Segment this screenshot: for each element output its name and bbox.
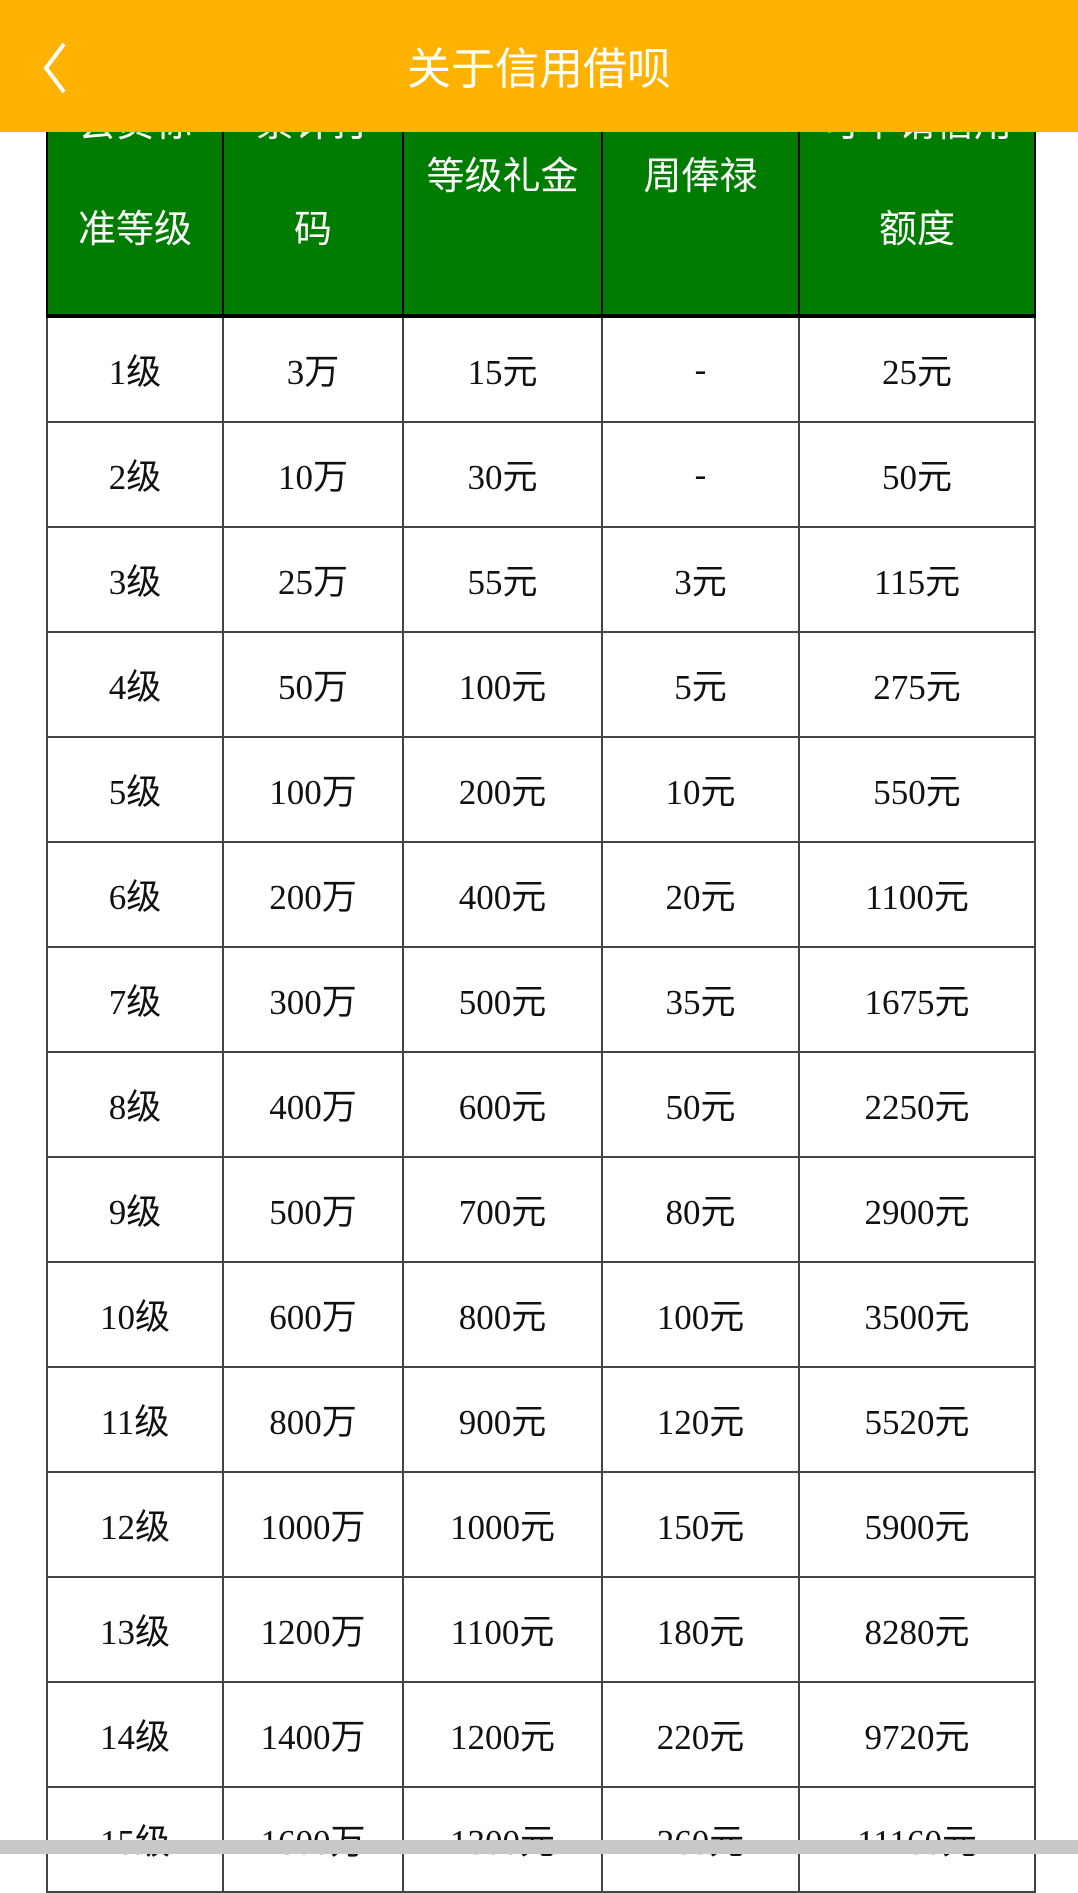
cell-level-bonus: 200元 bbox=[402, 736, 603, 843]
cell-level: 5级 bbox=[46, 736, 224, 843]
cell-credit-limit: 1675元 bbox=[798, 946, 1036, 1053]
table-row: 7级 300万 500元 35元 1675元 bbox=[46, 946, 1036, 1053]
cell-level: 7级 bbox=[46, 946, 224, 1053]
cell-turnover: 10万 bbox=[222, 421, 404, 528]
cell-turnover: 500万 bbox=[222, 1156, 404, 1263]
cell-weekly-salary: 3元 bbox=[601, 526, 800, 633]
cell-credit-limit: 3500元 bbox=[798, 1261, 1036, 1368]
cell-weekly-salary: 180元 bbox=[601, 1576, 800, 1683]
cell-level: 12级 bbox=[46, 1471, 224, 1578]
cell-turnover: 300万 bbox=[222, 946, 404, 1053]
cell-turnover: 50万 bbox=[222, 631, 404, 738]
cell-weekly-salary: 120元 bbox=[601, 1366, 800, 1473]
cell-weekly-salary: 35元 bbox=[601, 946, 800, 1053]
table-row: 2级 10万 30元 -50元 bbox=[46, 421, 1036, 528]
cell-level: 11级 bbox=[46, 1366, 224, 1473]
cell-turnover: 400万 bbox=[222, 1051, 404, 1158]
page-title: 关于信用借呗 bbox=[407, 44, 671, 95]
cell-level: 1级 bbox=[46, 315, 224, 423]
cell-weekly-salary: 5元 bbox=[601, 631, 800, 738]
app-bar: 关于信用借呗 bbox=[0, 0, 1078, 132]
cell-credit-limit: 2250元 bbox=[798, 1051, 1036, 1158]
cell-weekly-salary: 100元 bbox=[601, 1261, 800, 1368]
table-row: 5级 100万 200元 10元 550元 bbox=[46, 736, 1036, 843]
cell-turnover: 25万 bbox=[222, 526, 404, 633]
cell-level: 8级 bbox=[46, 1051, 224, 1158]
table-row: 3级 25万 55元 3元 115元 bbox=[46, 526, 1036, 633]
cell-level-bonus: 800元 bbox=[402, 1261, 603, 1368]
table-row: 12级 1000万 1000元 150元 5900元 bbox=[46, 1471, 1036, 1578]
cell-weekly-salary: 20元 bbox=[601, 841, 800, 948]
cell-weekly-salary: 10元 bbox=[601, 736, 800, 843]
table-row: 8级 400万 600元 50元 2250元 bbox=[46, 1051, 1036, 1158]
cell-level-bonus: 400元 bbox=[402, 841, 603, 948]
cell-weekly-salary: - bbox=[601, 421, 800, 528]
table-row: 10级 600万 800元 100元 3500元 bbox=[46, 1261, 1036, 1368]
cell-level-bonus: 55元 bbox=[402, 526, 603, 633]
table-row: 9级 500万 700元 80元 2900元 bbox=[46, 1156, 1036, 1263]
chevron-left-icon bbox=[43, 42, 66, 94]
cell-level: 10级 bbox=[46, 1261, 224, 1368]
cell-credit-limit: 115元 bbox=[798, 526, 1036, 633]
cell-credit-limit: 2900元 bbox=[798, 1156, 1036, 1263]
table-row: 13级 1200万 1100元 180元 8280元 bbox=[46, 1576, 1036, 1683]
cell-level-bonus: 700元 bbox=[402, 1156, 603, 1263]
cell-weekly-salary: 50元 bbox=[601, 1051, 800, 1158]
cell-level-bonus: 15元 bbox=[402, 315, 603, 423]
cell-turnover: 3万 bbox=[222, 315, 404, 423]
cell-level-bonus: 900元 bbox=[402, 1366, 603, 1473]
cell-credit-limit: 1100元 bbox=[798, 841, 1036, 948]
cell-level: 13级 bbox=[46, 1576, 224, 1683]
cell-level: 9级 bbox=[46, 1156, 224, 1263]
cell-credit-limit: 5520元 bbox=[798, 1366, 1036, 1473]
back-button[interactable] bbox=[38, 38, 78, 98]
cell-level: 4级 bbox=[46, 631, 224, 738]
cell-level-bonus: 30元 bbox=[402, 421, 603, 528]
cell-weekly-salary: 150元 bbox=[601, 1471, 800, 1578]
cell-credit-limit: 8280元 bbox=[798, 1576, 1036, 1683]
cell-level-bonus: 1100元 bbox=[402, 1576, 603, 1683]
cell-credit-limit: 9720元 bbox=[798, 1681, 1036, 1788]
table-row: 11级 800万 900元 120元 5520元 bbox=[46, 1366, 1036, 1473]
cell-level-bonus: 1200元 bbox=[402, 1681, 603, 1788]
cell-level-bonus: 500元 bbox=[402, 946, 603, 1053]
table-row: 1级 3万 15元 -25元 bbox=[46, 315, 1036, 423]
cell-turnover: 1200万 bbox=[222, 1576, 404, 1683]
level-table-container: 会员标准等级 累计打码 等级礼金 周俸禄 可申请信用额度 1级3万15元-25元… bbox=[46, 36, 1036, 1893]
cell-turnover: 600万 bbox=[222, 1261, 404, 1368]
scrollbar-track bbox=[0, 1840, 1078, 1854]
cell-weekly-salary: 220元 bbox=[601, 1681, 800, 1788]
cell-level: 14级 bbox=[46, 1681, 224, 1788]
cell-turnover: 1400万 bbox=[222, 1681, 404, 1788]
cell-credit-limit: 275元 bbox=[798, 631, 1036, 738]
level-table: 会员标准等级 累计打码 等级礼金 周俸禄 可申请信用额度 1级3万15元-25元… bbox=[46, 36, 1036, 1893]
table-row: 4级 50万 100元 5元 275元 bbox=[46, 631, 1036, 738]
cell-credit-limit: 25元 bbox=[798, 315, 1036, 423]
table-row: 14级 1400万 1200元 220元 9720元 bbox=[46, 1681, 1036, 1788]
table-body: 1级 3万 15元 -25元 2级 10万 30元 -50元 3级 25万 55元 3元 115元 4级 5… bbox=[46, 315, 1036, 1893]
cell-level-bonus: 600元 bbox=[402, 1051, 603, 1158]
cell-level: 6级 bbox=[46, 841, 224, 948]
cell-level-bonus: 1000元 bbox=[402, 1471, 603, 1578]
cell-weekly-salary: 80元 bbox=[601, 1156, 800, 1263]
cell-credit-limit: 550元 bbox=[798, 736, 1036, 843]
cell-credit-limit: 50元 bbox=[798, 421, 1036, 528]
cell-level: 3级 bbox=[46, 526, 224, 633]
cell-credit-limit: 5900元 bbox=[798, 1471, 1036, 1578]
cell-level-bonus: 100元 bbox=[402, 631, 603, 738]
cell-turnover: 100万 bbox=[222, 736, 404, 843]
cell-level: 2级 bbox=[46, 421, 224, 528]
cell-weekly-salary: - bbox=[601, 315, 800, 423]
cell-turnover: 800万 bbox=[222, 1366, 404, 1473]
table-row: 6级 200万 400元 20元 1100元 bbox=[46, 841, 1036, 948]
cell-turnover: 1000万 bbox=[222, 1471, 404, 1578]
cell-turnover: 200万 bbox=[222, 841, 404, 948]
